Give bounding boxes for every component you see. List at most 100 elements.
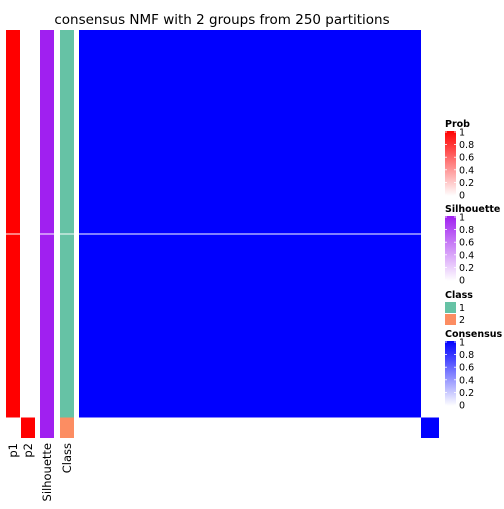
track-cell-class-2 [60, 50, 74, 71]
track-cell-p2-4 [21, 91, 35, 112]
track-cell-silhouette-4 [40, 91, 54, 112]
track-cell-silhouette-8 [40, 172, 54, 194]
track-cell-silhouette-9 [40, 193, 54, 214]
track-cell-p2-6 [21, 132, 35, 153]
track-cell-p2-7 [21, 152, 35, 173]
track-cell-p2-14 [21, 295, 35, 316]
track-cell-p2-8 [21, 172, 35, 194]
track-cell-p2-15 [21, 315, 35, 336]
track-cell-p1-18 [6, 376, 20, 398]
track-cell-silhouette-17 [40, 356, 54, 377]
track-cell-p1-14 [6, 295, 20, 316]
track-cell-p1-1 [6, 30, 20, 51]
track-cell-silhouette-10 [40, 213, 54, 234]
track-cell-p2-10 [21, 213, 35, 234]
legend-tick-label-silhouette-2: 0.6 [459, 238, 474, 249]
track-cell-silhouette-7 [40, 152, 54, 173]
track-cell-class-17 [60, 356, 74, 377]
track-label-p1: p1 [6, 443, 20, 458]
track-label-silhouette: Silhouette [40, 443, 54, 501]
track-cell-class-19 [60, 397, 74, 418]
track-cell-silhouette-12 [40, 254, 54, 275]
track-cell-p1-16 [6, 336, 20, 357]
legend-swatch-class-2 [445, 314, 456, 325]
track-cell-class-5 [60, 111, 74, 132]
track-cell-class-3 [60, 70, 74, 92]
track-cell-class-16 [60, 336, 74, 357]
legend-tick-label-prob-1: 0.8 [459, 140, 474, 151]
track-cell-silhouette-18 [40, 376, 54, 398]
chart-title: consensus NMF with 2 groups from 250 par… [54, 12, 389, 28]
track-cell-p2-5 [21, 111, 35, 132]
track-cell-p1-19 [6, 397, 20, 418]
track-cell-p2-9 [21, 193, 35, 214]
legend-tick-label-consensus-1: 0.8 [459, 350, 474, 361]
track-cell-p1-4 [6, 91, 20, 112]
track-cell-p2-11 [21, 234, 35, 255]
track-cell-class-4 [60, 91, 74, 112]
legend-tick-label-prob-5: 0 [459, 191, 465, 202]
legend-tick-label-prob-2: 0.6 [459, 153, 474, 164]
legends: Prob10.80.60.40.20Silhouette10.80.60.40.… [445, 119, 503, 412]
legend-title-silhouette: Silhouette [445, 204, 500, 215]
track-cell-p2-17 [21, 356, 35, 377]
legend-colorbar-prob [445, 131, 456, 196]
legend-tick-label-consensus-4: 0.2 [459, 388, 474, 399]
track-cell-silhouette-13 [40, 274, 54, 296]
track-cell-p1-15 [6, 315, 20, 336]
track-cell-p1-8 [6, 172, 20, 194]
track-cell-p1-3 [6, 70, 20, 92]
track-labels: p1 p2 Silhouette Class [6, 443, 74, 501]
track-cell-silhouette-14 [40, 295, 54, 316]
annotation-tracks [6, 30, 74, 438]
track-cell-silhouette-16 [40, 336, 54, 357]
legend-colorbar-consensus [445, 341, 456, 406]
track-cell-p1-12 [6, 254, 20, 275]
track-cell-class-10 [60, 213, 74, 234]
track-cell-class-9 [60, 193, 74, 214]
track-cell-silhouette-2 [40, 50, 54, 71]
consensus-block-group-1-upper [79, 30, 421, 234]
track-label-class: Class [60, 443, 74, 473]
consensus-block-group-2 [421, 417, 439, 438]
track-cell-class-12 [60, 254, 74, 275]
track-cell-p2-12 [21, 254, 35, 275]
track-cell-silhouette-20 [40, 417, 54, 438]
track-cell-p1-20 [6, 417, 20, 438]
legend-tick-label-consensus-5: 0 [459, 401, 465, 412]
legend-tick-label-silhouette-1: 0.8 [459, 225, 474, 236]
track-cell-p2-2 [21, 50, 35, 71]
legend-colorbar-silhouette [445, 216, 456, 281]
legend-tick-label-consensus-2: 0.6 [459, 363, 474, 374]
track-cell-class-14 [60, 295, 74, 316]
track-cell-silhouette-3 [40, 70, 54, 92]
track-cell-p1-10 [6, 213, 20, 234]
track-cell-class-18 [60, 376, 74, 398]
legend-tick-label-prob-3: 0.4 [459, 165, 474, 176]
track-cell-class-8 [60, 172, 74, 194]
track-cell-p2-1 [21, 30, 35, 51]
track-cell-p1-13 [6, 274, 20, 296]
track-cell-class-20 [60, 417, 74, 438]
track-cell-class-13 [60, 274, 74, 296]
track-cell-silhouette-6 [40, 132, 54, 153]
track-cell-silhouette-5 [40, 111, 54, 132]
legend-item-label-class-1: 1 [459, 303, 465, 314]
track-cell-p2-19 [21, 397, 35, 418]
legend-title-consensus: Consensus [445, 329, 503, 340]
track-cell-p2-18 [21, 376, 35, 398]
track-cell-p1-7 [6, 152, 20, 173]
legend-swatch-class-1 [445, 302, 456, 313]
legend-title-class: Class [445, 290, 473, 301]
track-cell-p1-9 [6, 193, 20, 214]
track-cell-class-1 [60, 30, 74, 51]
track-cell-silhouette-11 [40, 234, 54, 255]
consensus-matrix [79, 30, 439, 438]
track-cell-class-15 [60, 315, 74, 336]
legend-tick-label-consensus-3: 0.4 [459, 375, 474, 386]
legend-tick-label-prob-0: 1 [459, 128, 465, 139]
legend-tick-label-silhouette-4: 0.2 [459, 263, 474, 274]
track-cell-p2-20 [21, 417, 35, 438]
